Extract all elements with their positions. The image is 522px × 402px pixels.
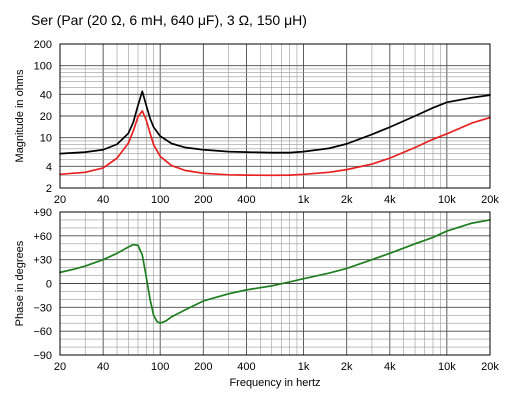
phase-x-tick-label: 200 — [194, 361, 212, 373]
phase-x-tick-labels: 20 40 100 200 400 1k 2k 4k 10k 20k — [54, 361, 499, 373]
phase-x-tick-label: 10k — [438, 361, 456, 373]
phase-y-tick-label: 0 — [46, 279, 52, 291]
magnitude-y-tick-label: 4 — [46, 161, 52, 173]
magnitude-x-tick-label: 1k — [298, 194, 310, 206]
magnitude-x-tick-label: 400 — [237, 194, 255, 206]
magnitude-panel: 20 40 100 200 400 1k 2k 4k 10k 20k 2 4 10 20 40 100 200… — [14, 39, 499, 206]
magnitude-plot-frame — [59, 43, 491, 189]
phase-curves — [59, 219, 491, 325]
phase-series-line-1 — [59, 219, 491, 325]
magnitude-y-axis-label: Magnitude in ohms — [14, 69, 26, 162]
magnitude-y-tick-label: 40 — [40, 89, 52, 101]
frequency-x-axis-label: Frequency in hertz — [229, 377, 320, 389]
magnitude-y-tick-label: 100 — [34, 61, 52, 73]
phase-x-tick-label: 1k — [298, 361, 310, 373]
magnitude-curves — [59, 90, 491, 177]
phase-plot-frame — [59, 211, 491, 356]
magnitude-x-tick-label: 40 — [97, 194, 109, 206]
magnitude-x-tick-label: 100 — [151, 194, 169, 206]
magnitude-y-tick-label: 10 — [40, 133, 52, 145]
phase-x-tick-label: 40 — [97, 361, 109, 373]
phase-y-tick-labels: +90 +60 +30 0 −30 −60 −90 — [33, 207, 52, 362]
magnitude-grid — [59, 43, 491, 189]
phase-panel: 20 40 100 200 400 1k 2k 4k 10k 20k +90 +60 +30 0 −30 −… — [14, 207, 499, 389]
phase-y-tick-label: +30 — [33, 255, 52, 267]
phase-y-tick-label: −30 — [33, 302, 52, 314]
magnitude-y-tick-label: 200 — [34, 39, 52, 51]
phase-x-tick-label: 20 — [54, 361, 66, 373]
phase-x-tick-label: 2k — [341, 361, 353, 373]
magnitude-x-tick-label: 20k — [481, 194, 499, 206]
phase-x-tick-label: 400 — [237, 361, 255, 373]
phase-x-tick-label: 20k — [481, 361, 499, 373]
chart-title: Ser (Par (20 Ω, 6 mH, 640 μF), 3 Ω, 150 … — [31, 12, 307, 28]
magnitude-y-tick-labels: 2 4 10 20 40 100 200 — [34, 39, 52, 195]
phase-y-tick-label: +90 — [33, 207, 52, 219]
phase-x-tick-label: 100 — [151, 361, 169, 373]
phase-y-tick-label: −90 — [33, 350, 52, 362]
magnitude-y-tick-label: 20 — [40, 111, 52, 123]
magnitude-x-tick-labels: 20 40 100 200 400 1k 2k 4k 10k 20k — [54, 194, 499, 206]
magnitude-series-line-1 — [59, 90, 491, 155]
magnitude-x-tick-label: 20 — [54, 194, 66, 206]
magnitude-x-tick-label: 2k — [341, 194, 353, 206]
phase-x-tick-label: 4k — [384, 361, 396, 373]
magnitude-x-tick-label: 200 — [194, 194, 212, 206]
phase-y-axis-label: Phase in degrees — [14, 240, 26, 326]
magnitude-x-tick-label: 10k — [438, 194, 456, 206]
phase-y-tick-label: −60 — [33, 326, 52, 338]
phase-y-tick-label: +60 — [33, 231, 52, 243]
magnitude-y-tick-label: 2 — [46, 183, 52, 195]
phase-grid — [59, 211, 491, 356]
magnitude-x-tick-label: 4k — [384, 194, 396, 206]
magnitude-series-line-2 — [59, 110, 491, 177]
